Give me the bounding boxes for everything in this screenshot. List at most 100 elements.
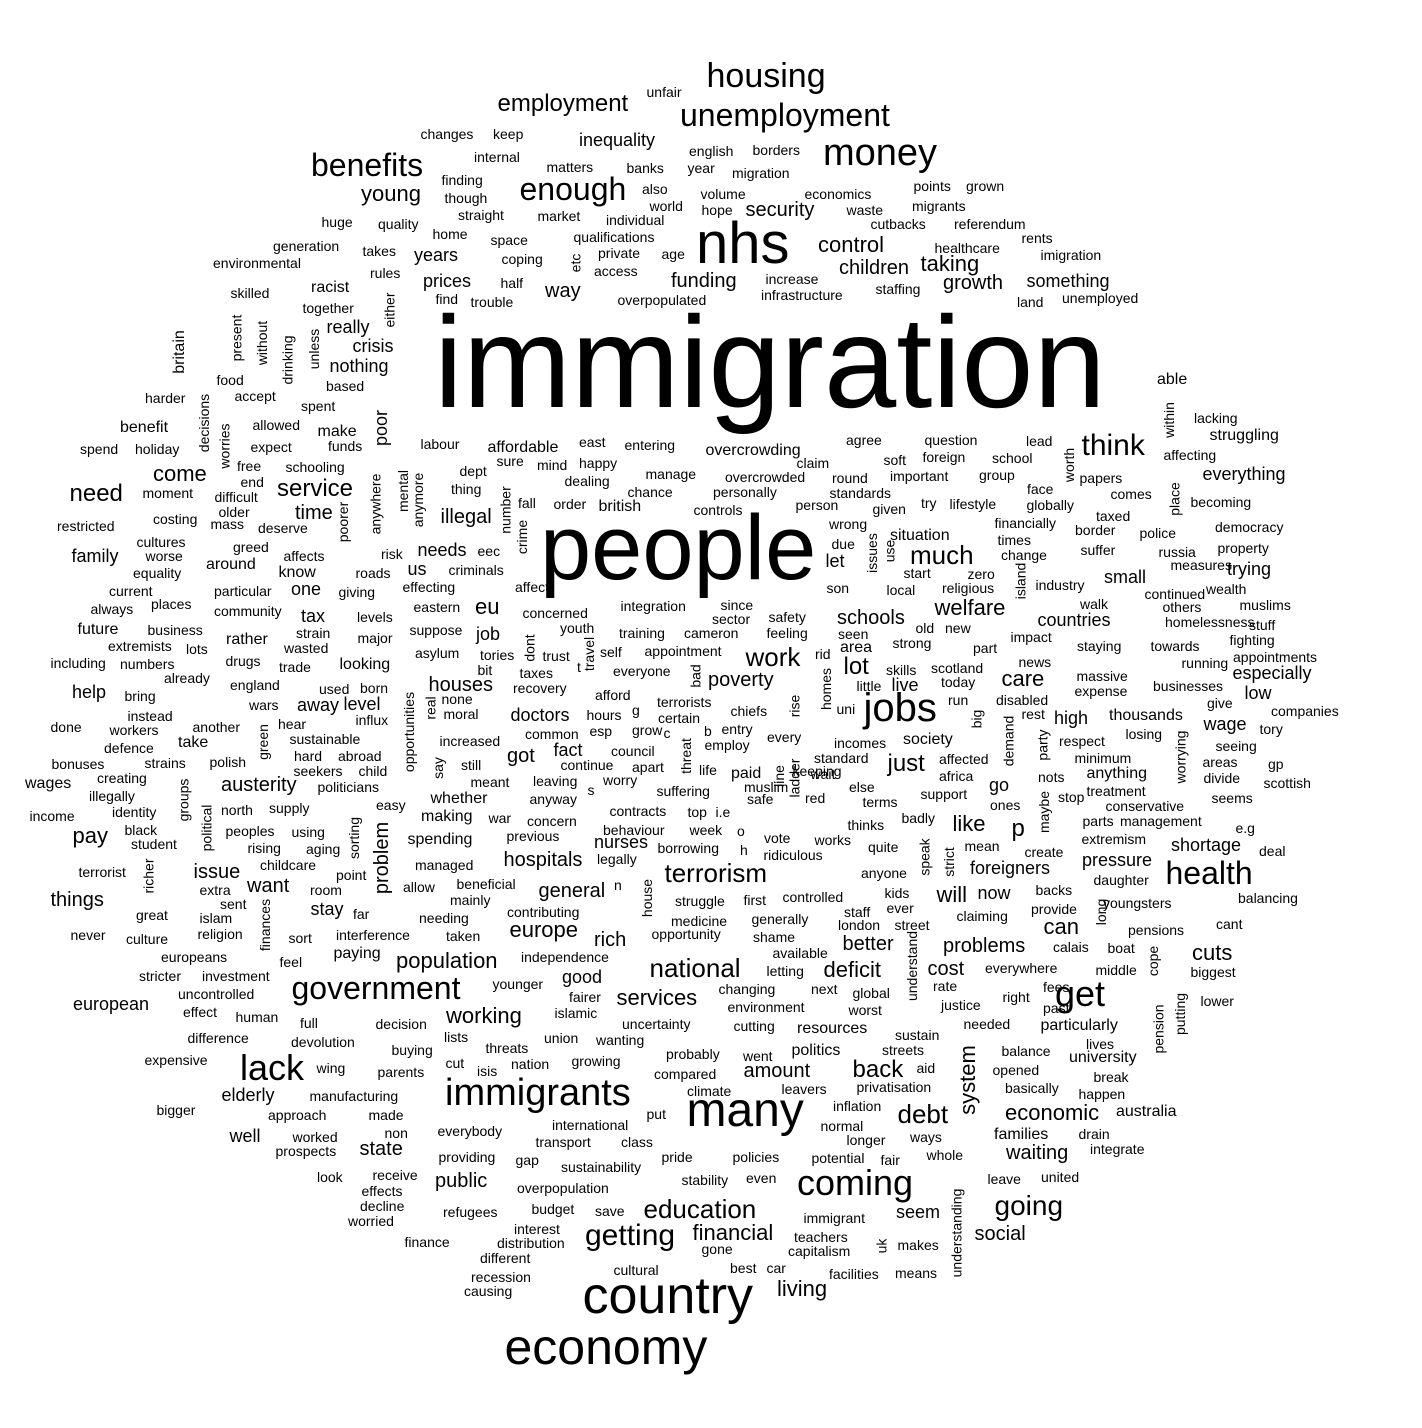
word-youth: youth [560,620,595,636]
word-national: national [649,953,741,983]
word-anyway: anyway [529,791,577,807]
word-houses: houses [428,674,494,696]
word-russia: russia [1158,544,1196,560]
word-education: education [643,1194,757,1224]
word-supply: supply [269,800,310,816]
word-overpopulation: overpopulation [517,1180,609,1196]
word-demand: demand [999,715,1016,767]
word-huge: huge [321,214,353,230]
word-public: public [435,1170,488,1192]
word-streets: streets [882,1042,925,1058]
word-away: away [297,695,340,715]
word-islam: islam [199,910,233,926]
word-say: say [429,757,446,779]
word-benefit: benefit [120,419,169,436]
word-speak: speak [916,838,933,876]
word-instead: instead [127,708,173,724]
word-inflation: inflation [833,1098,882,1114]
word-none: none [441,691,473,707]
word-problems: problems [943,935,1026,957]
word-sent: sent [220,896,247,912]
word-hours: hours [586,707,622,723]
word-gp: gp [1268,756,1284,772]
word-nots: nots [1038,769,1065,785]
word-put: put [646,1106,666,1122]
word-part: part [973,640,998,656]
word-impact: impact [1010,629,1052,645]
word-staying: staying [1077,638,1122,654]
word-street: street [894,917,930,933]
word-level: level [343,694,381,714]
word-either: either [381,292,398,328]
word-potential: potential [811,1150,865,1166]
word-mass: mass [210,516,244,532]
word-biggest: biggest [1190,964,1236,980]
word-thing: thing [451,481,482,497]
word-conservative: conservative [1105,798,1185,814]
word-rise: rise [785,694,802,718]
word-best: best [730,1260,757,1276]
word-tory: tory [1259,721,1283,737]
word-leaving: leaving [533,773,578,789]
word-unfair: unfair [646,84,682,100]
word-investment: investment [202,968,270,984]
word-struggle: struggle [675,893,725,909]
word-illegally: illegally [89,788,135,804]
word-legally: legally [597,851,637,867]
word-stuff: stuff [1249,617,1276,633]
word-seems: seems [1211,790,1253,806]
word-land: land [1017,294,1044,310]
word-financial: financial [692,1220,774,1245]
word-life: life [699,762,717,778]
word-affected: affected [939,751,989,767]
word-children: children [839,257,910,279]
word-student: student [131,836,177,852]
word-strong: strong [892,635,932,651]
word-zero: zero [967,566,995,582]
word-difference: difference [187,1030,249,1046]
word-parents: parents [377,1064,425,1080]
word-european: european [73,994,150,1014]
word-risk: risk [381,546,403,562]
word-affecting: affecting [1163,447,1217,463]
word-effect: effect [183,1004,217,1020]
word-know: know [278,564,316,581]
word-o: o [737,823,745,839]
word-interference: interference [336,927,410,943]
word-europeans: europeans [161,949,228,965]
word-richer: richer [140,858,157,894]
word-massive: massive [1076,668,1128,684]
word-way: way [545,280,581,302]
word-united: united [1041,1169,1080,1185]
word-current: current [109,583,153,599]
word-respect: respect [1059,733,1105,749]
word-giving: giving [338,584,376,600]
word-old: old [915,620,935,636]
word-economic: economic [1005,1100,1100,1125]
word-chance: chance [627,484,673,500]
word-trouble: trouble [470,294,514,310]
word-coming: coming [797,1162,914,1203]
word-recession: recession [471,1269,531,1285]
word-measures: measures [1170,557,1232,573]
word-claim: claim [796,455,830,471]
word-areas: areas [1202,754,1238,770]
word-food: food [216,372,244,388]
word-general: general [538,880,606,902]
word-manufacturing: manufacturing [309,1088,399,1104]
word-nation: nation [511,1056,550,1072]
word-transport: transport [535,1134,591,1150]
word-like: like [952,811,986,836]
word-banks: banks [626,160,664,176]
word-increased: increased [439,733,501,749]
word-beneficial: beneficial [456,876,516,892]
word-particularly: particularly [1040,1017,1118,1034]
word-time: time [295,502,333,524]
word-far: far [353,906,370,922]
word-just: just [887,750,925,777]
word-rising: rising [247,840,281,856]
word-finance: finance [404,1234,450,1250]
word-looking: looking [339,656,391,673]
word-schooling: schooling [285,459,345,475]
